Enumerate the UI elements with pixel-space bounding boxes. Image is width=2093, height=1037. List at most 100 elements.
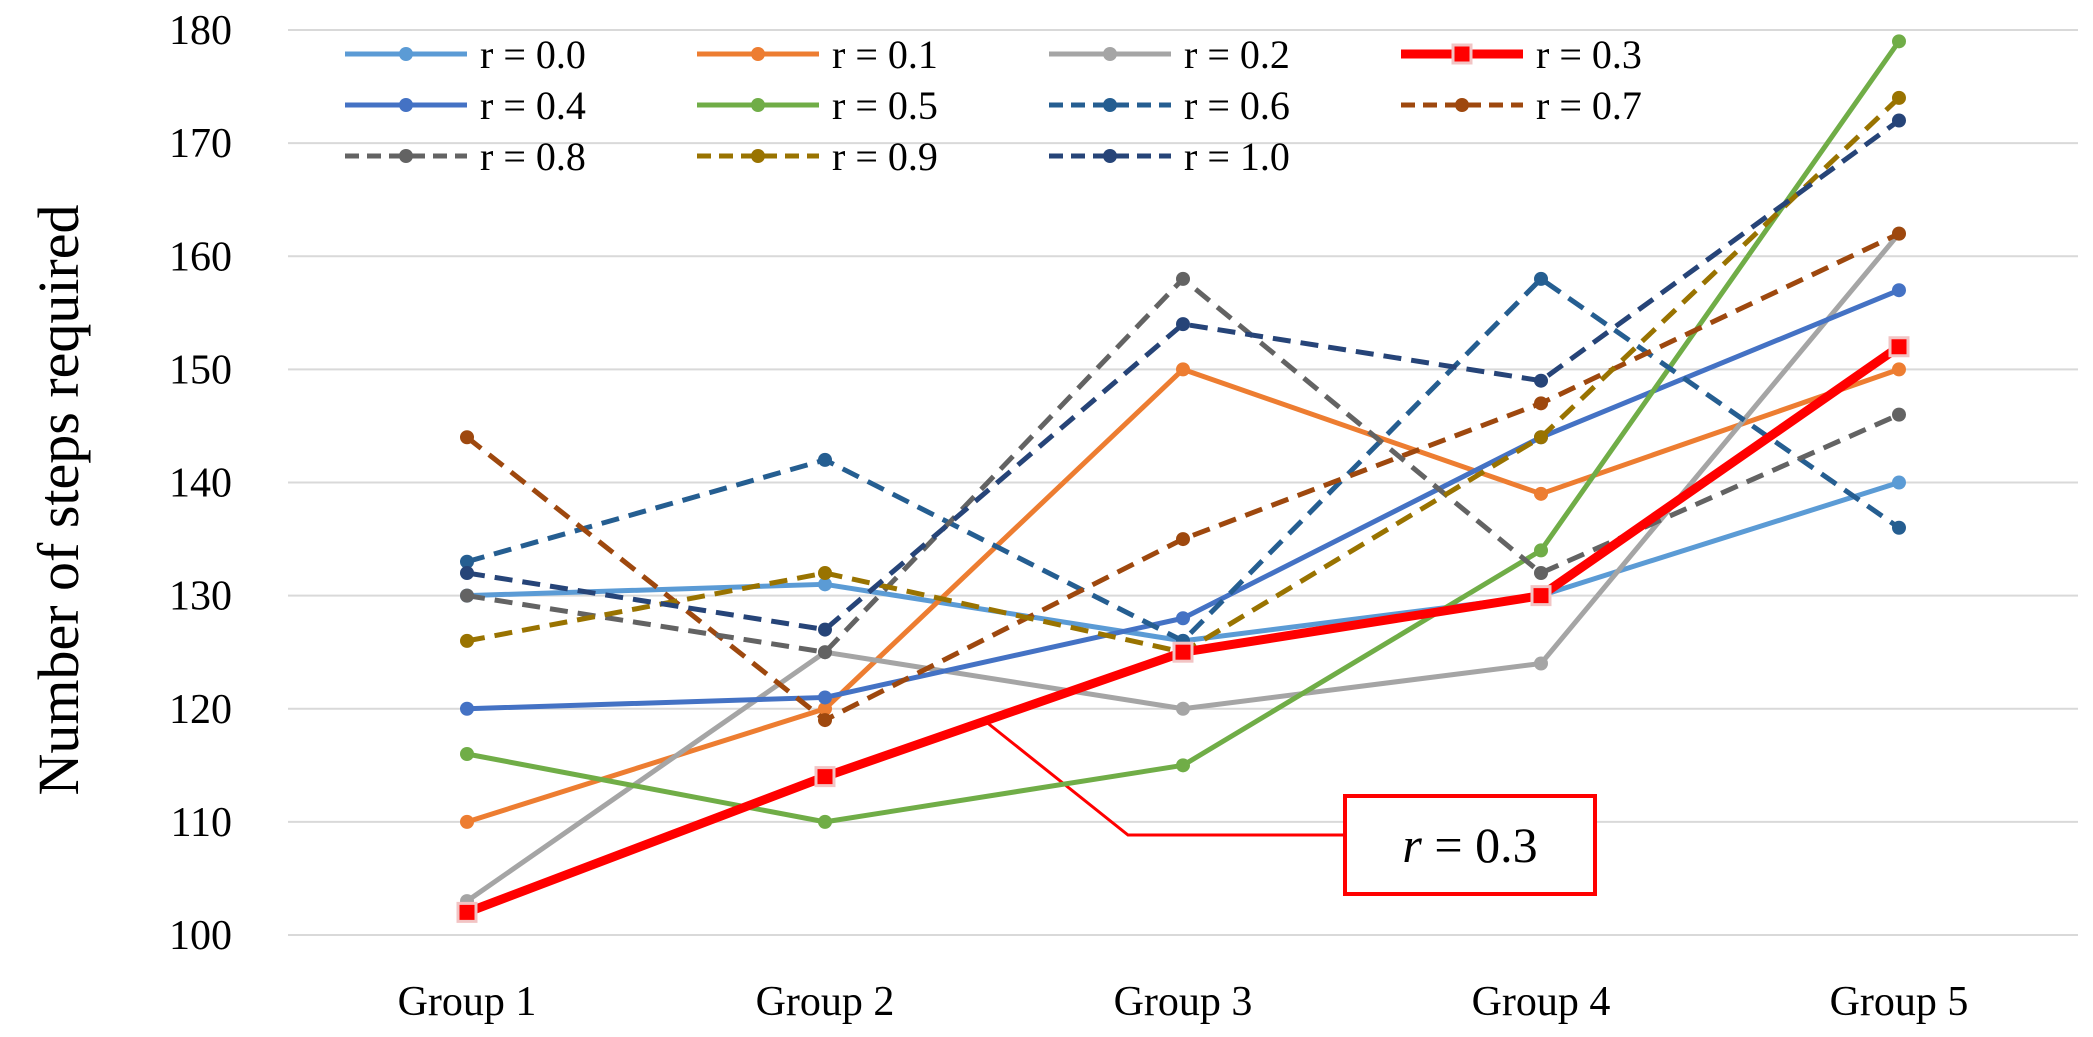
- legend-item: r = 0.9: [697, 134, 938, 179]
- data-point: [1892, 475, 1906, 490]
- legend-label: r = 0.3: [1536, 32, 1642, 77]
- x-tick-label: Group 4: [1472, 979, 1611, 1025]
- data-point: [818, 452, 832, 467]
- callout-leader-line: [984, 719, 1345, 837]
- data-point: [460, 814, 474, 829]
- series-line: [466, 118, 1901, 633]
- data-point: [1892, 34, 1906, 49]
- y-tick-label: 170: [169, 121, 232, 167]
- legend-swatch-marker: [751, 149, 765, 163]
- callout-box: [1343, 794, 1597, 896]
- x-tick-label: Group 5: [1830, 979, 1969, 1025]
- data-point: [1892, 520, 1906, 535]
- x-tick-label: Group 2: [756, 979, 895, 1025]
- legend-label: r = 0.2: [1184, 32, 1290, 77]
- y-tick-label: 180: [169, 8, 232, 54]
- data-point: [1176, 532, 1190, 547]
- data-point: [460, 633, 474, 648]
- data-point: [1172, 641, 1194, 663]
- legend: r = 0.0 r = 0.1 r = 0.2 r = 0.3 r = 0.4 r = 0…: [345, 32, 1642, 179]
- data-point: [460, 566, 474, 580]
- legend-item: r = 0.8: [345, 134, 586, 179]
- x-tick-label: Group 3: [1114, 979, 1253, 1025]
- data-point: [1892, 113, 1906, 128]
- legend-swatch-marker: [1103, 98, 1117, 112]
- legend-item: r = 1.0: [1049, 134, 1290, 179]
- y-tick-label: 100: [169, 913, 232, 959]
- series-10: [460, 113, 1906, 637]
- data-point: [1534, 566, 1548, 580]
- series-01: [460, 362, 1906, 829]
- series-08: [460, 271, 1906, 660]
- legend-swatch-marker: [399, 47, 413, 61]
- legend-item: r = 0.0: [345, 32, 586, 77]
- data-point: [818, 645, 832, 660]
- legend-label: r = 1.0: [1184, 134, 1290, 179]
- series-05: [460, 34, 1906, 829]
- data-point: [1534, 656, 1548, 671]
- callout: r = 0.3: [984, 719, 1597, 896]
- series-07: [460, 226, 1906, 728]
- data-point: [818, 713, 832, 728]
- y-axis-ticks: 100 110 120 130 140 150 160 170 180: [169, 8, 232, 959]
- legend-swatch-marker: [1103, 149, 1117, 163]
- legend-item: r = 0.5: [697, 83, 938, 128]
- data-point: [1176, 758, 1190, 773]
- data-point: [460, 554, 474, 569]
- data-point: [1892, 226, 1906, 241]
- data-point: [818, 577, 832, 592]
- data-point: [1176, 317, 1190, 332]
- legend-swatch-marker: [1103, 47, 1117, 61]
- y-tick-label: 150: [169, 347, 232, 393]
- legend-item: r = 0.7: [1401, 83, 1642, 128]
- legend-swatch-marker: [399, 149, 413, 163]
- series-line: [465, 343, 1902, 917]
- data-point: [1892, 362, 1906, 377]
- legend-label: r = 0.8: [480, 134, 586, 179]
- data-point: [1534, 543, 1548, 558]
- legend-label: r = 0.5: [832, 83, 938, 128]
- legend-label: r = 0.4: [480, 83, 586, 128]
- y-tick-label: 110: [171, 800, 232, 846]
- y-tick-label: 130: [169, 574, 232, 620]
- legend-label: r = 0.7: [1536, 83, 1642, 128]
- data-point: [460, 701, 474, 716]
- legend-label: r = 0.9: [832, 134, 938, 179]
- series-line: [465, 232, 1901, 904]
- legend-swatch-marker: [751, 47, 765, 61]
- legend-swatch-marker: [399, 98, 413, 112]
- legend-label: r = 0.6: [1184, 83, 1290, 128]
- data-point: [1892, 90, 1906, 105]
- x-tick-label: Group 1: [398, 979, 537, 1025]
- data-point: [1534, 430, 1548, 445]
- legend-item: r = 0.4: [345, 83, 586, 128]
- data-point: [1534, 271, 1548, 286]
- data-point: [1534, 373, 1548, 388]
- legend-item: r = 0.3: [1401, 32, 1642, 77]
- legend-swatch-marker: [1455, 98, 1469, 112]
- data-point: [1176, 701, 1190, 716]
- legend-label: r = 0.0: [480, 32, 586, 77]
- data-point: [1888, 336, 1910, 358]
- series-lines: [456, 34, 1910, 923]
- data-point: [818, 690, 832, 705]
- data-point: [1530, 585, 1552, 607]
- data-point: [818, 566, 832, 580]
- data-point: [1892, 407, 1906, 422]
- legend-label: r = 0.1: [832, 32, 938, 77]
- data-point: [1176, 362, 1190, 377]
- data-point: [456, 901, 478, 923]
- data-point: [460, 430, 474, 445]
- data-point: [1892, 283, 1906, 298]
- data-point: [1534, 396, 1548, 411]
- data-point: [818, 622, 832, 637]
- data-point: [814, 766, 836, 788]
- series-03: [456, 336, 1910, 923]
- y-tick-label: 140: [169, 461, 232, 507]
- y-tick-label: 160: [169, 234, 232, 280]
- callout-label: r = 0.3: [1402, 817, 1537, 873]
- data-point: [460, 588, 474, 603]
- legend-item: r = 0.1: [697, 32, 938, 77]
- data-point: [1534, 486, 1548, 501]
